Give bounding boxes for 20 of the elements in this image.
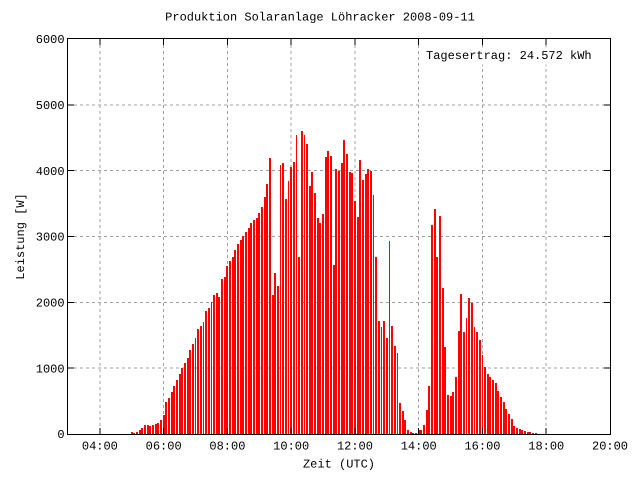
x-tick-label: 04:00 bbox=[82, 439, 118, 454]
annotation: Tagesertrag: 24.572 kWh bbox=[426, 49, 592, 63]
x-tick-label: 14:00 bbox=[400, 439, 437, 454]
x-axis-title: Zeit (UTC) bbox=[302, 457, 376, 472]
x-tick-label: 16:00 bbox=[464, 439, 500, 454]
y-tick-label: 3000 bbox=[36, 230, 65, 245]
x-tick-label: 10:00 bbox=[273, 439, 310, 454]
y-tick-label: 0 bbox=[57, 428, 65, 442]
y-axis-title: Leistung [W] bbox=[14, 193, 28, 280]
x-tick-label: 08:00 bbox=[209, 439, 246, 454]
y-tick-label: 2000 bbox=[36, 296, 65, 311]
x-tick-label: 20:00 bbox=[592, 439, 628, 454]
y-tick-label: 4000 bbox=[36, 164, 65, 179]
x-tick-label: 12:00 bbox=[336, 439, 373, 454]
y-tick-label: 1000 bbox=[36, 362, 65, 376]
x-tick-label: 18:00 bbox=[528, 439, 564, 454]
chart-title: Produktion Solaranlage Löhracker 2008-09-11 bbox=[165, 10, 475, 24]
y-tick-label: 5000 bbox=[36, 99, 65, 114]
y-tick-label: 6000 bbox=[36, 33, 65, 48]
x-tick-label: 06:00 bbox=[146, 439, 182, 454]
